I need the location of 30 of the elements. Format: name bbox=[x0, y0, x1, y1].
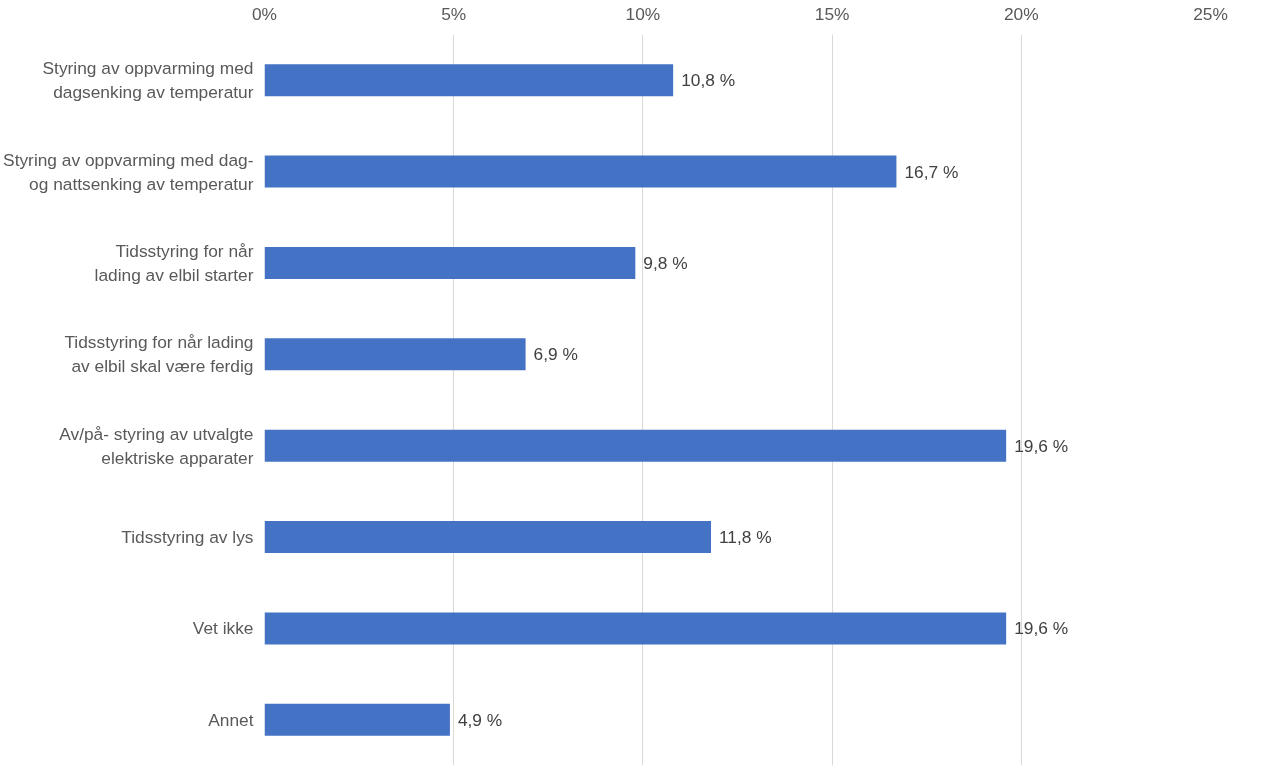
y-tick-label: Annet bbox=[208, 709, 254, 730]
x-tick-label: 15% bbox=[814, 3, 850, 24]
data-label: 19,6 % bbox=[1014, 618, 1069, 639]
data-label: 10,8 % bbox=[681, 70, 736, 91]
bar bbox=[264, 246, 636, 279]
data-label: 16,7 % bbox=[904, 161, 959, 182]
x-tick-label: 25% bbox=[1193, 3, 1228, 24]
bar bbox=[264, 155, 897, 188]
x-tick-label: 10% bbox=[625, 3, 661, 24]
y-tick-label: Tidsstyring for når lading av elbil starter bbox=[94, 240, 254, 285]
x-tick-label: 20% bbox=[1003, 3, 1039, 24]
data-label: 4,9 % bbox=[457, 709, 503, 730]
y-tick-label: Tidsstyring av lys bbox=[121, 527, 254, 548]
bar bbox=[264, 429, 1007, 462]
data-label: 6,9 % bbox=[533, 344, 578, 365]
x-tick-label: 0% bbox=[251, 3, 278, 24]
y-tick-label: Vet ikke bbox=[192, 618, 254, 639]
bar bbox=[264, 521, 712, 554]
data-label: 19,6 % bbox=[1014, 435, 1069, 456]
bar bbox=[264, 338, 526, 371]
y-tick-label: Tidsstyring for når lading av elbil skal være ferdig bbox=[64, 332, 254, 377]
bar bbox=[264, 612, 1007, 645]
y-tick-label: Av/på- styring av utvalgte elektriske apparater bbox=[59, 423, 254, 468]
x-tick-label: 5% bbox=[441, 3, 467, 24]
data-label: 9,8 % bbox=[643, 252, 688, 273]
bar bbox=[264, 64, 674, 97]
data-label: 11,8 % bbox=[719, 527, 772, 548]
y-tick-label: Styring av oppvarming med dag- og nattsenking av temperatur bbox=[3, 149, 254, 194]
y-tick-label: Styring av oppvarming med dagsenking av temperatur bbox=[42, 58, 254, 103]
bar bbox=[264, 703, 450, 736]
